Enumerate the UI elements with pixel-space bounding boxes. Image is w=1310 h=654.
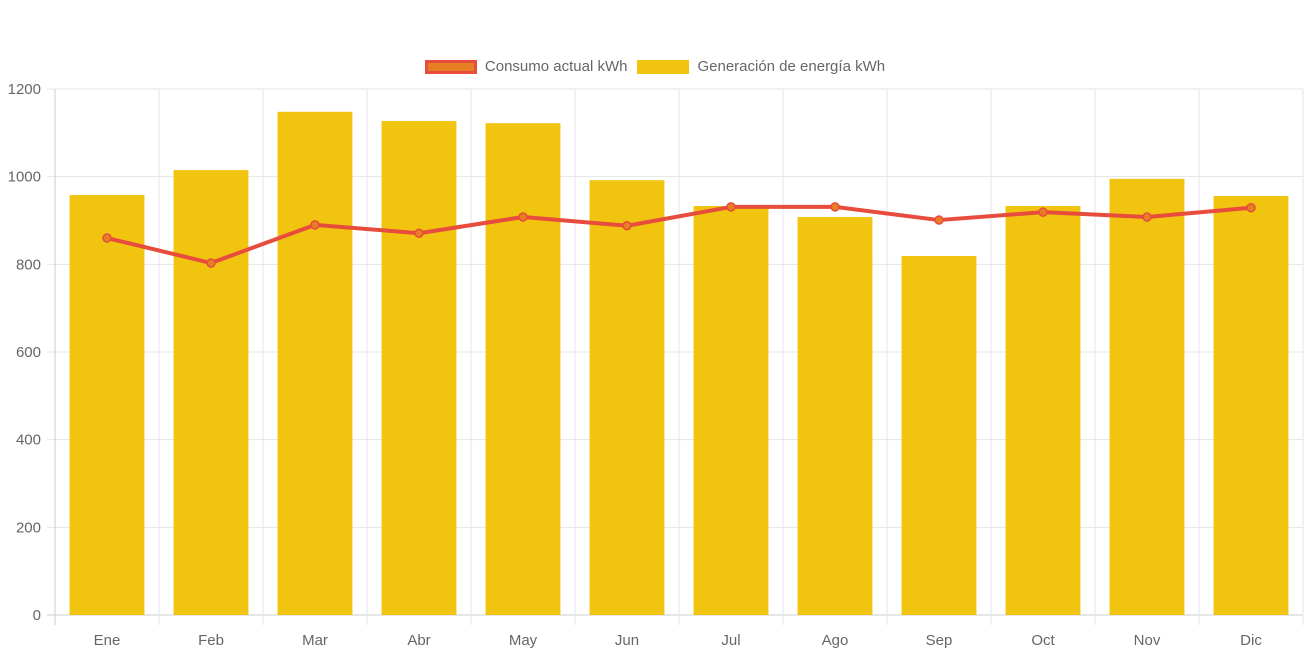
bar-ene [69, 195, 145, 615]
grid [47, 88, 1304, 625]
x-axis: Ene Feb Mar Abr May Jun Jul Ago Sep Oct Nov Dic [94, 632, 1263, 649]
line-point-ago [830, 202, 840, 212]
legend-label-consumo: Consumo actual kWh [484, 58, 628, 75]
legend-item-consumo[interactable]: Consumo actual kWh [424, 58, 628, 75]
x-tick-label: Oct [1031, 632, 1055, 649]
line-point-sep [934, 215, 944, 225]
y-tick-label: 600 [16, 344, 41, 361]
line-point-ene [102, 233, 112, 243]
x-tick-label: Jul [721, 632, 740, 649]
bar-jun [589, 180, 665, 615]
bar-may [485, 123, 561, 615]
line-point-dic [1246, 203, 1256, 213]
line-series [102, 202, 1256, 268]
x-tick-label: Feb [198, 632, 224, 649]
legend-label-generacion: Generación de energía kWh [697, 58, 886, 75]
legend-swatch-generacion [637, 59, 690, 74]
x-tick-label: Mar [302, 632, 328, 649]
line-point-nov [1142, 212, 1152, 222]
y-tick-label: 400 [16, 432, 41, 449]
x-tick-label: Sep [926, 632, 953, 649]
x-tick-label: Dic [1240, 632, 1262, 649]
bar-dic [1213, 195, 1289, 615]
bar-series [69, 111, 1289, 615]
line-point-may [518, 212, 528, 222]
y-axis: 0 200 400 600 800 1000 1200 [8, 81, 41, 624]
bar-ago [797, 216, 873, 615]
chart-legend: Consumo actual kWh Generación de energía… [0, 58, 1310, 75]
y-tick-label: 200 [16, 519, 41, 536]
y-tick-label: 0 [33, 607, 41, 624]
line-point-feb [206, 258, 216, 268]
bar-mar [277, 111, 353, 615]
x-tick-label: Ago [822, 632, 849, 649]
y-tick-label: 800 [16, 256, 41, 273]
line-point-mar [310, 220, 320, 230]
bar-feb [173, 170, 249, 615]
bar-sep [901, 256, 977, 615]
bar-jul [693, 206, 769, 615]
x-tick-label: May [509, 632, 538, 649]
line-point-jul [726, 202, 736, 212]
y-tick-label: 1200 [8, 81, 41, 98]
line-point-jun [622, 221, 632, 231]
x-tick-label: Abr [407, 632, 430, 649]
bar-oct [1005, 206, 1081, 615]
bar-nov [1109, 178, 1185, 615]
legend-swatch-consumo [424, 59, 477, 74]
legend-item-generacion[interactable]: Generación de energía kWh [637, 58, 885, 75]
line-point-abr [414, 228, 424, 238]
bar-abr [381, 120, 457, 615]
x-tick-label: Ene [94, 632, 121, 649]
line-path [106, 204, 1252, 266]
line-point-oct [1038, 207, 1048, 217]
x-tick-label: Nov [1134, 632, 1161, 649]
y-tick-label: 1000 [8, 169, 41, 186]
x-tick-label: Jun [615, 632, 639, 649]
